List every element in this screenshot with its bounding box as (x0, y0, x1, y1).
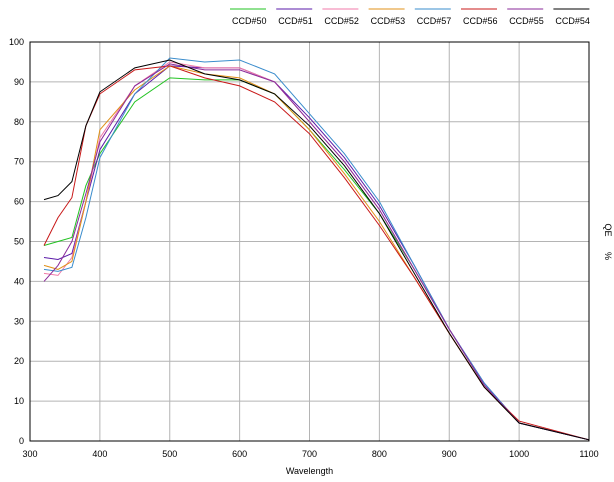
y-axis-title-part: % (603, 252, 613, 260)
y-tick-label: 50 (14, 237, 24, 247)
legend-label: CCD#53 (371, 16, 406, 26)
series-line-ccd54 (43, 59, 590, 441)
y-tick-label: 90 (14, 77, 24, 87)
series-line-ccd50 (43, 77, 590, 441)
y-tick-label: 60 (14, 197, 24, 207)
series-line-ccd55 (43, 63, 590, 441)
legend-label: CCD#50 (232, 16, 267, 26)
y-axis-title-part: QE (603, 223, 613, 236)
legend: CCD#50 CCD#51 CCD#52 CCD#53 CCD#57 CCD#56 CCD#… (230, 8, 590, 26)
y-tick-label: 70 (14, 157, 24, 167)
legend-label: CCD#51 (278, 16, 313, 26)
y-tick-label: 100 (9, 37, 24, 47)
plot-frame (29, 41, 590, 442)
legend-label: CCD#52 (324, 16, 359, 26)
x-tick-label: 300 (22, 449, 37, 459)
x-tick-label: 900 (442, 449, 457, 459)
y-tick-label: 30 (14, 316, 24, 326)
x-tick-label: 600 (232, 449, 247, 459)
series-lines (43, 57, 590, 441)
grid (29, 41, 590, 442)
legend-label: CCD#56 (463, 16, 498, 26)
y-tick-label: 0 (19, 436, 24, 446)
y-tick-label: 10 (14, 396, 24, 406)
y-tick-label: 40 (14, 276, 24, 286)
y-tick-label: 20 (14, 356, 24, 366)
x-axis-title: Wavelength (286, 466, 333, 476)
y-tick-label: 80 (14, 117, 24, 127)
y-axis-title: QE% (603, 223, 613, 260)
series-line-ccd52 (43, 61, 590, 441)
x-tick-label: 700 (302, 449, 317, 459)
legend-label: CCD#55 (509, 16, 544, 26)
x-tick-label: 1000 (509, 449, 529, 459)
legend-label: CCD#54 (555, 16, 590, 26)
axes: 300 400 500 600 700 800 900 1000 1100 0 10 20 30 40 50… (9, 37, 599, 459)
legend-label: CCD#57 (417, 16, 452, 26)
x-tick-label: 500 (162, 449, 177, 459)
x-tick-label: 1100 (579, 449, 598, 459)
x-tick-label: 400 (92, 449, 107, 459)
x-tick-label: 800 (372, 449, 387, 459)
